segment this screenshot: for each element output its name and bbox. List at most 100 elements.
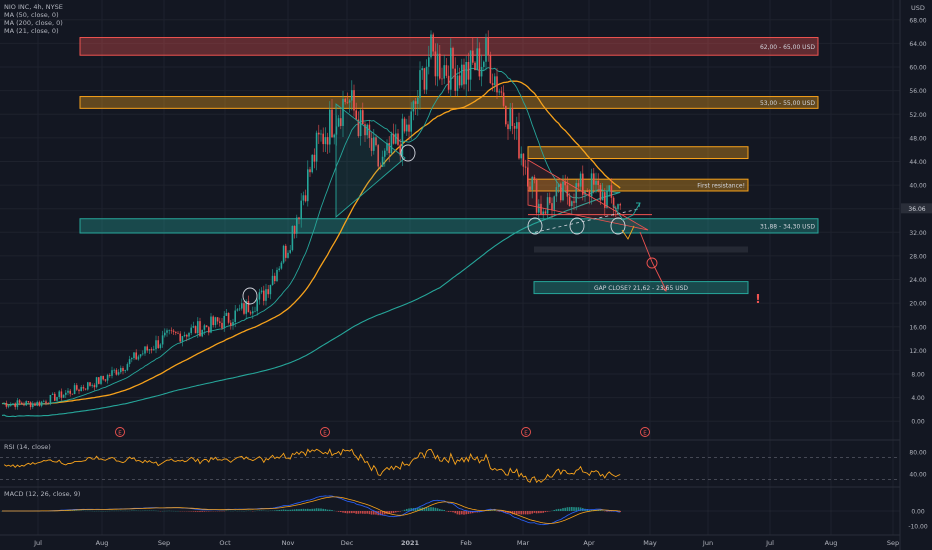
candle-body [84, 388, 87, 390]
macd-hist-bar [194, 511, 197, 512]
candle-body [507, 124, 509, 130]
macd-hist-bar [291, 509, 294, 511]
ma50-legend: MA (50, close, 0) [4, 11, 59, 19]
candle-body [3, 402, 5, 404]
macd-hist-bar [425, 507, 428, 511]
macd-hist-bar [461, 511, 463, 515]
macd-hist-bar [454, 511, 456, 514]
candle-body [58, 391, 60, 397]
macd-hist-bar [546, 511, 549, 512]
candle-body [276, 269, 278, 282]
candle-body [522, 153, 525, 167]
candle-body [390, 133, 393, 154]
macd-hist-bar [324, 509, 327, 511]
candle-body [142, 353, 144, 355]
candle-body [289, 250, 291, 253]
candle-body [199, 321, 201, 337]
macd-hist-bar [498, 511, 500, 512]
candle-body [399, 144, 401, 156]
candle-body [40, 401, 43, 406]
indicator-panes [0, 439, 932, 536]
candle-body [32, 403, 34, 408]
candle-body [102, 376, 104, 380]
macd-hist-bar [542, 511, 544, 513]
candle-body [214, 317, 217, 326]
candle-body [553, 196, 555, 210]
candle-body [137, 356, 140, 360]
candle-body [67, 390, 69, 393]
candle-body [524, 166, 527, 168]
macd-tick: -10.00 [908, 524, 928, 531]
candle-body [221, 322, 223, 329]
ma50-line [1, 80, 621, 406]
candle-body [461, 64, 463, 86]
macd-hist-bar [311, 508, 313, 511]
ma21-line [1, 67, 621, 406]
candle-body [172, 330, 175, 332]
macd-hist-bar [298, 509, 300, 511]
candle-body [362, 110, 364, 125]
candle-body [337, 118, 340, 127]
candle-body [269, 284, 272, 295]
bear-arrow-head [660, 284, 668, 292]
bull-arrow [612, 202, 641, 221]
zone-label: 31,88 - 34,30 USD [760, 223, 815, 230]
candle-body [241, 303, 243, 309]
candle-body [91, 385, 93, 386]
candle-body [452, 47, 454, 69]
candle-body [590, 173, 593, 197]
candle-body [318, 132, 320, 135]
candle-body [513, 125, 516, 129]
macd-hist-bar [447, 511, 450, 512]
macd-hist-bar [410, 508, 412, 511]
macd-hist-bar [293, 509, 296, 511]
candle-body [100, 376, 102, 384]
candle-body [469, 50, 472, 80]
macd-hist-bar [408, 508, 410, 511]
candle-body [483, 61, 485, 67]
ma21-legend: MA (21, close, 0) [4, 27, 59, 35]
candle-body [456, 75, 459, 91]
candle-body [379, 166, 382, 168]
candle-body [491, 83, 494, 86]
warning-mark: ! [755, 292, 760, 306]
candle-body [236, 309, 239, 311]
candle-body [150, 349, 153, 351]
time-tick: Nov [282, 539, 295, 547]
candle-body [161, 335, 164, 345]
macd-hist-bar [192, 511, 195, 512]
candle-body [260, 290, 263, 293]
macd-hist-bar [417, 507, 419, 511]
macd-hist-bar [443, 509, 445, 511]
earnings-marker [320, 427, 330, 437]
grid-lines [0, 0, 900, 535]
candle-body [10, 403, 12, 406]
macd-hist-bar [399, 511, 401, 512]
candle-body [186, 334, 188, 337]
candle-body [80, 387, 82, 392]
macd-hist-bar [564, 507, 566, 511]
candle-body [256, 299, 258, 312]
candle-body [498, 91, 500, 93]
candle-body [377, 145, 379, 167]
price-tick: 68.00 [909, 17, 926, 24]
candle-body [439, 53, 441, 79]
time-tick: Jul [33, 539, 42, 547]
macd-hist-bar [555, 509, 558, 511]
macd-hist-bar [577, 507, 580, 511]
macd-hist-bar [406, 508, 408, 511]
candle-body [298, 217, 300, 220]
macd-hist-bar [318, 508, 320, 511]
bear-arrow [639, 231, 667, 291]
candle-body [606, 191, 608, 208]
candle-body [56, 396, 58, 401]
candle-body [582, 173, 584, 195]
candle-body [126, 364, 129, 371]
time-tick: Oct [219, 539, 231, 547]
rsi-legend: RSI (14, close) [4, 443, 51, 451]
macd-line [2, 495, 621, 526]
last-price-value: 36.06 [908, 206, 925, 213]
macd-hist-bar [315, 508, 318, 511]
time-tick: Mar [517, 539, 530, 547]
